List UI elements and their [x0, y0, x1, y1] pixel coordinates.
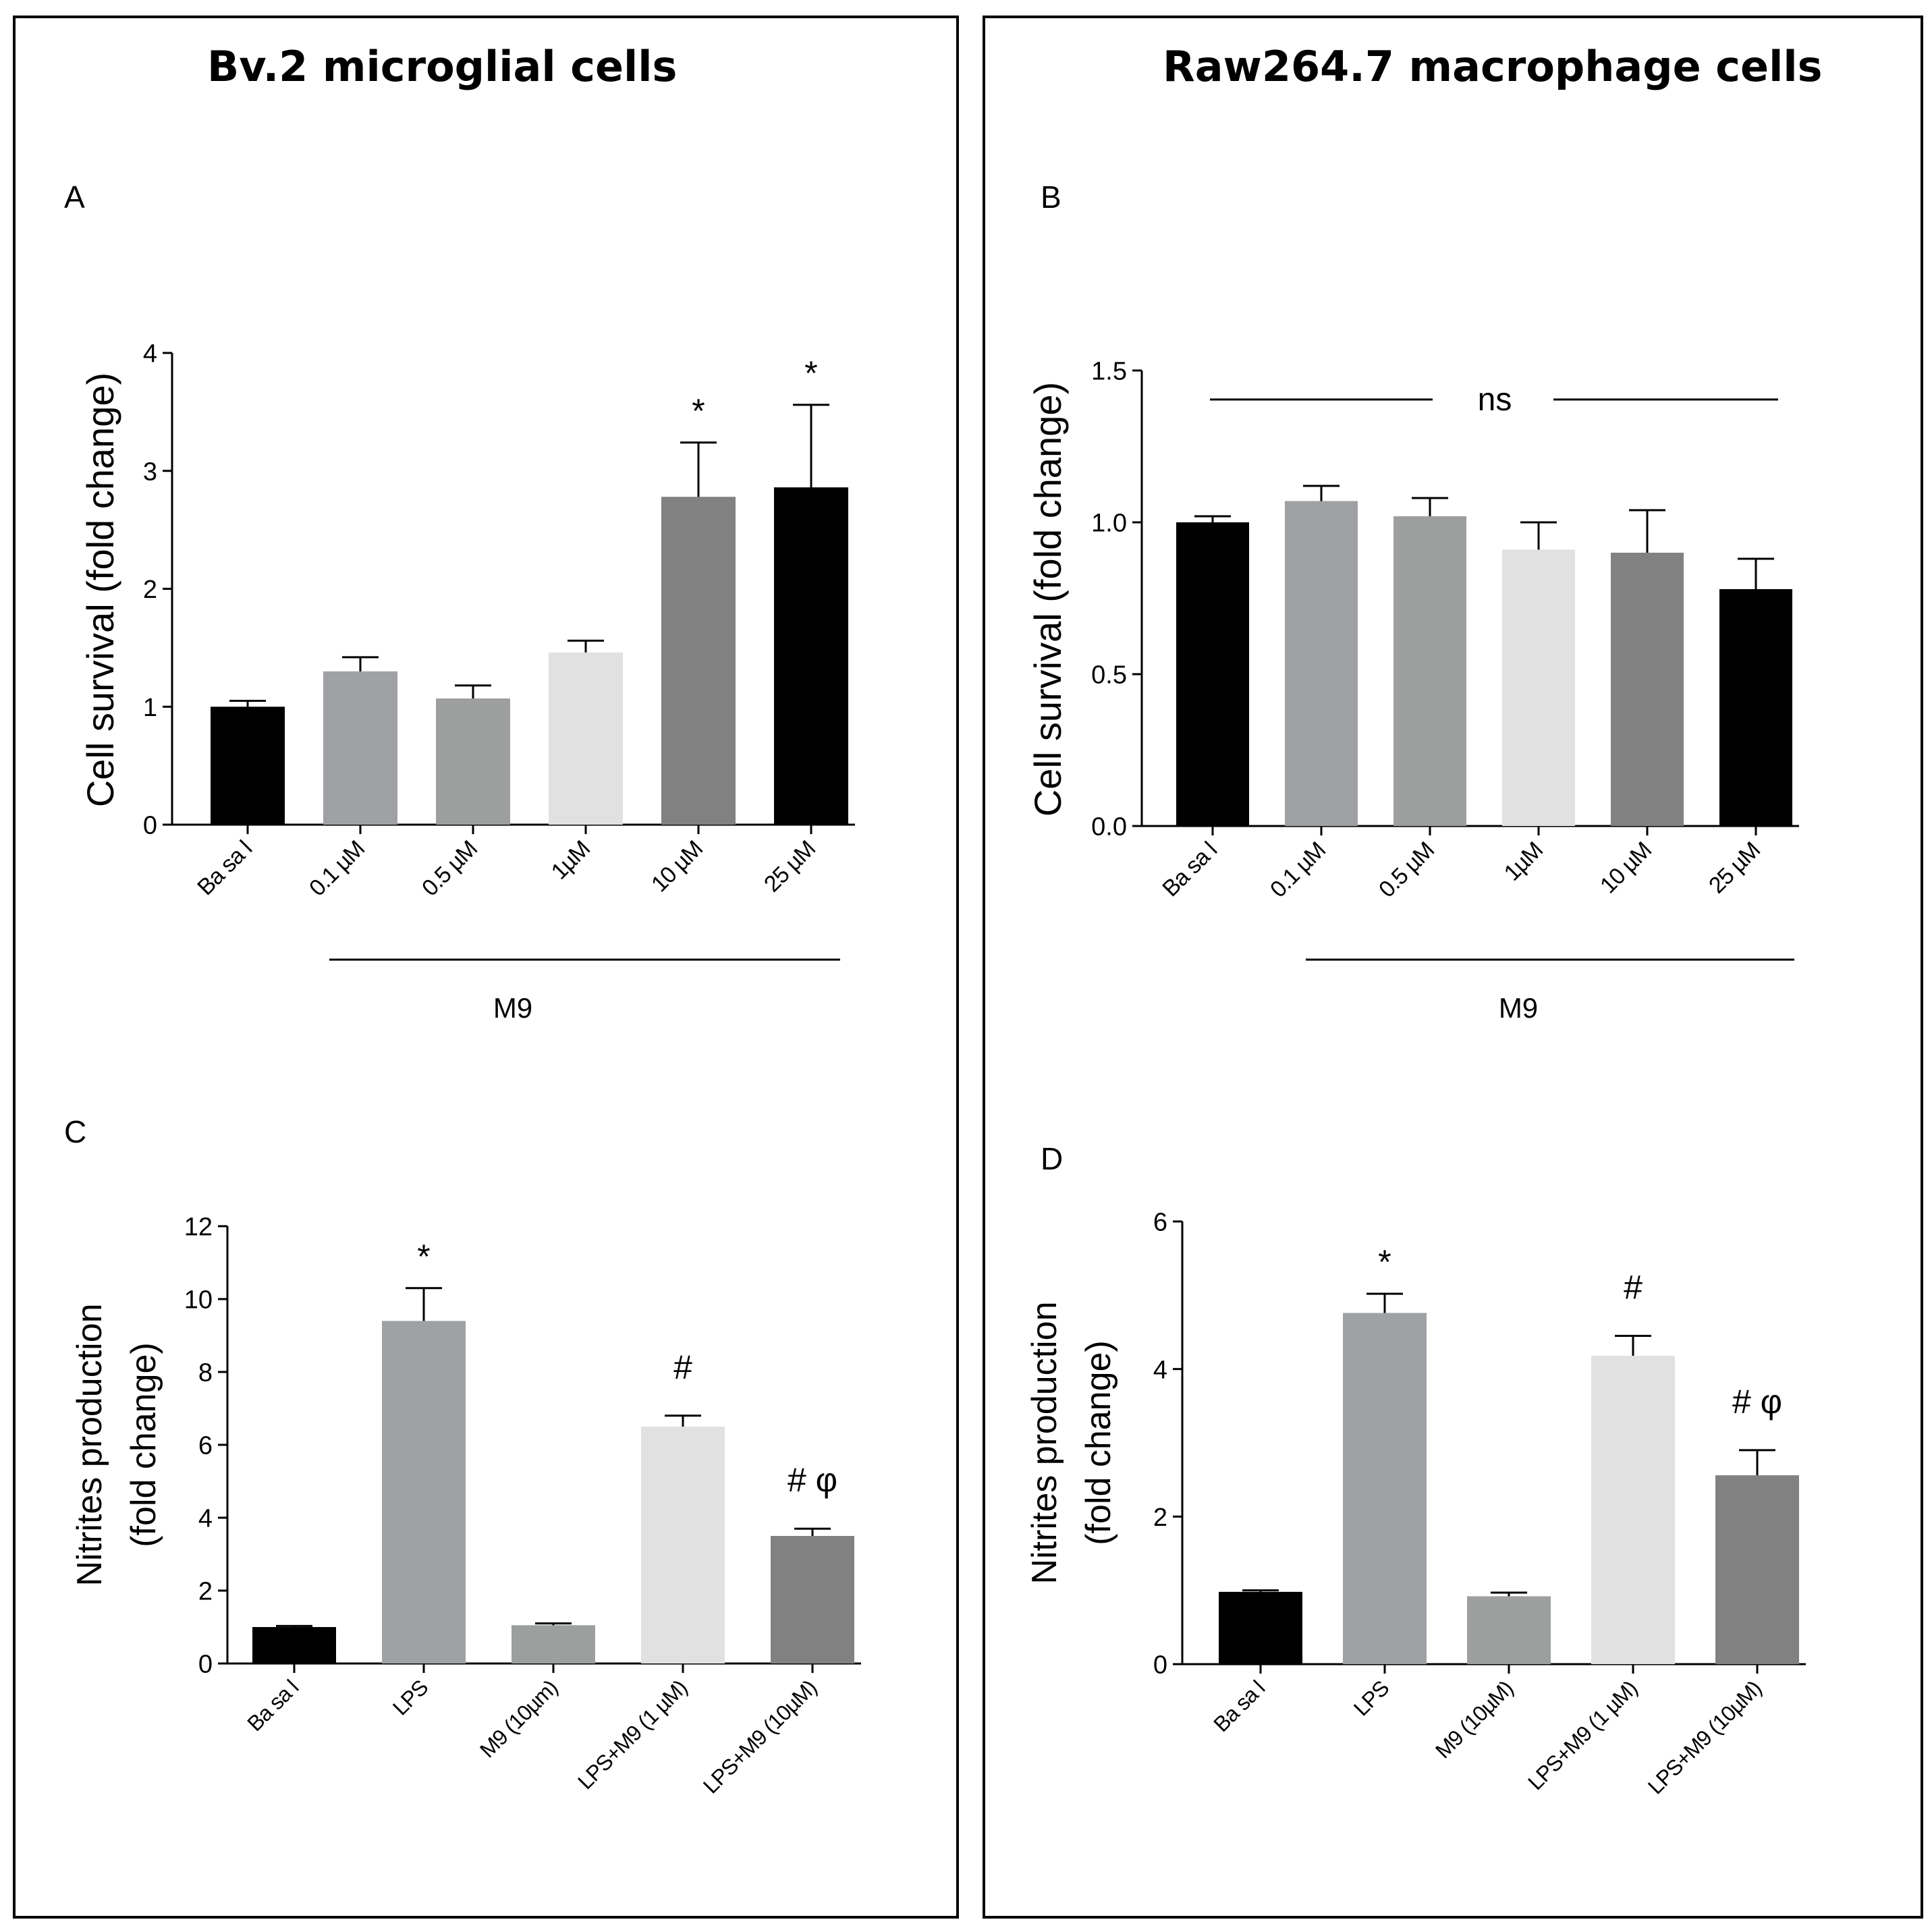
- chart-c-y-tick-label: 8: [198, 1359, 213, 1387]
- right-column-title: Raw264.7 macrophage cells: [1163, 42, 1823, 91]
- chart-a-y-label: Cell survival (fold change): [79, 373, 121, 807]
- chart-a-y-tick-label: 3: [143, 458, 157, 486]
- chart-b-bar: [1393, 516, 1466, 826]
- chart-d-y-tick-label: 2: [1153, 1504, 1167, 1532]
- chart-a-bar: [323, 671, 397, 825]
- chart-b-bar: [1611, 553, 1684, 826]
- chart-b-y-tick-label: 1.5: [1091, 358, 1127, 386]
- chart-a-bar: [436, 698, 510, 825]
- chart-b-bar: [1285, 501, 1358, 826]
- chart-c-y-label-line2: (fold change): [124, 1342, 163, 1547]
- chart-c-category-label: Ba sa l: [242, 1675, 303, 1736]
- chart-c-bar: [382, 1321, 466, 1663]
- chart-b-category-label: 1µM: [1499, 837, 1548, 886]
- chart-a-significance-marker: *: [804, 354, 817, 392]
- chart-b-category-label: 0.1 µM: [1265, 837, 1331, 903]
- chart-a-y-tick-label: 4: [143, 340, 157, 368]
- chart-a-category-label: 0.5 µM: [417, 836, 482, 902]
- chart-c-category-label: LPS: [388, 1675, 433, 1719]
- chart-d-bar: [1715, 1475, 1799, 1664]
- chart-d-significance-marker: *: [1378, 1243, 1391, 1281]
- chart-d-y-label: Nitrites production: [1025, 1301, 1064, 1584]
- chart-b-group-label: M9: [1499, 992, 1538, 1024]
- chart-c-y-tick-label: 0: [198, 1651, 213, 1679]
- chart-c-y-label: Nitrites production: [70, 1303, 109, 1586]
- chart-c-y-tick-label: 10: [184, 1286, 213, 1315]
- chart-a-bar: [774, 487, 848, 825]
- chart-d-category-label: LPS: [1349, 1676, 1393, 1720]
- chart-a-category-label: 10 µM: [646, 836, 708, 898]
- chart-c-category-label: LPS+M9 (10µM): [698, 1675, 821, 1798]
- panel-label-a: A: [64, 180, 85, 215]
- chart-b-category-label: 25 µM: [1704, 837, 1765, 899]
- chart-d-y-tick-label: 0: [1153, 1651, 1167, 1680]
- chart-d-category-label: Ba sa l: [1209, 1676, 1269, 1736]
- panel-label-b: B: [1041, 180, 1061, 215]
- chart-d-significance-marker: #: [1624, 1268, 1643, 1306]
- chart-b-y-label: Cell survival (fold change): [1026, 382, 1069, 817]
- chart-c-significance-marker: #: [673, 1348, 692, 1386]
- chart-b-y-tick-label: 1.0: [1091, 510, 1127, 538]
- chart-a-group-label: M9: [493, 992, 532, 1024]
- chart-a-bar: [661, 497, 736, 825]
- chart-b-bar: [1176, 522, 1249, 826]
- panel-label-c: C: [64, 1114, 87, 1149]
- chart-d-significance-marker: # φ: [1732, 1383, 1782, 1421]
- chart-c-bar: [252, 1627, 336, 1663]
- chart-d-y-tick-label: 4: [1153, 1356, 1167, 1384]
- chart-c-significance-marker: # φ: [788, 1461, 837, 1499]
- chart-b-bar: [1719, 589, 1792, 826]
- left-column-title: Bv.2 microglial cells: [207, 42, 678, 91]
- chart-b-category-label: 10 µM: [1595, 837, 1657, 899]
- chart-d-bar: [1467, 1596, 1551, 1664]
- chart-d-y-label-line2: (fold change): [1079, 1340, 1118, 1545]
- chart-d-category-label: LPS+M9 (10µM): [1643, 1676, 1766, 1798]
- chart-b-bar: [1502, 549, 1575, 826]
- chart-c-y-tick-label: 2: [198, 1578, 213, 1606]
- chart-d-category-label: LPS+M9 (1 µM): [1523, 1676, 1642, 1794]
- chart-d-category-label: M9 (10µM): [1431, 1676, 1518, 1763]
- chart-b-ns-label: ns: [1478, 382, 1512, 418]
- chart-d-bar: [1343, 1313, 1427, 1664]
- chart-a-y-tick-label: 1: [143, 694, 157, 722]
- chart-c-bar: [512, 1625, 595, 1663]
- chart-a-bar: [549, 652, 623, 825]
- chart-a-category-label: 0.1 µM: [304, 836, 370, 902]
- chart-c-bar: [771, 1536, 854, 1663]
- chart-a-y-tick-label: 2: [143, 576, 157, 604]
- chart-c-bar: [641, 1427, 725, 1663]
- chart-d-bar: [1591, 1355, 1675, 1664]
- chart-b-category-label: 0.5 µM: [1374, 837, 1439, 903]
- chart-a-category-label: Ba sa l: [192, 836, 256, 900]
- chart-a-y-tick-label: 0: [143, 812, 157, 840]
- chart-b-y-tick-label: 0.0: [1091, 813, 1127, 842]
- right-panel-frame: [983, 16, 1923, 1919]
- chart-a-significance-marker: *: [692, 392, 705, 430]
- left-panel-frame: [13, 16, 959, 1919]
- chart-c-category-label: M9 (10µm): [475, 1675, 562, 1762]
- chart-c-category-label: LPS+M9 (1 µM): [573, 1675, 692, 1794]
- chart-a-category-label: 25 µM: [759, 836, 821, 898]
- chart-a-bar: [211, 707, 285, 825]
- chart-b-y-tick-label: 0.5: [1091, 661, 1127, 690]
- chart-a-category-label: 1µM: [547, 836, 595, 885]
- chart-c-significance-marker: *: [417, 1238, 430, 1275]
- chart-d-y-tick-label: 6: [1153, 1209, 1167, 1237]
- chart-d-bar: [1219, 1591, 1302, 1664]
- chart-b-category-label: Ba sa l: [1157, 837, 1221, 902]
- panel-label-d: D: [1041, 1141, 1064, 1176]
- chart-c-y-tick-label: 6: [198, 1432, 213, 1460]
- chart-c-y-tick-label: 4: [198, 1505, 213, 1533]
- chart-c-y-tick-label: 12: [184, 1213, 213, 1242]
